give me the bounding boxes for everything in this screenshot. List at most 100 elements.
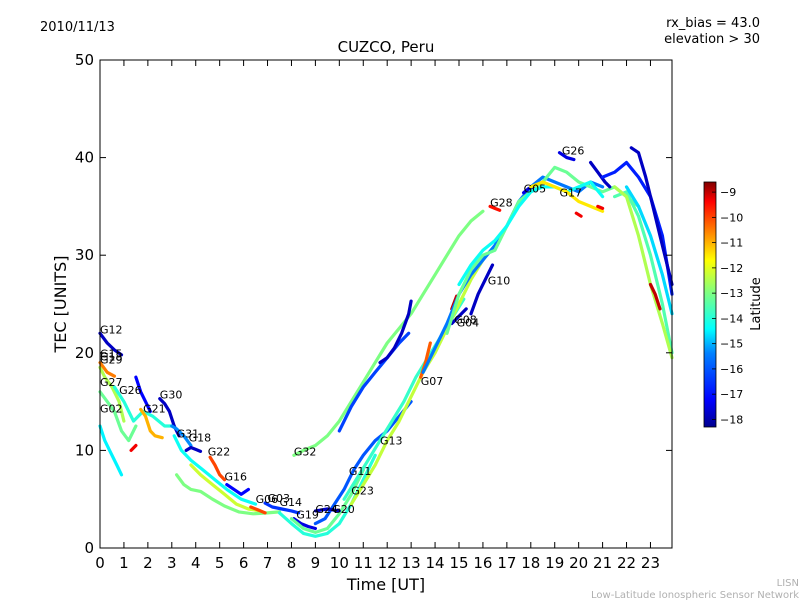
x-tick-label: 8	[287, 554, 297, 572]
tec-track-5	[98, 390, 138, 443]
y-tick-label: 20	[75, 344, 94, 362]
satellite-label-g32: G32	[294, 445, 317, 458]
satellite-label-g14: G14	[280, 496, 303, 509]
satellite-label-g17: G17	[560, 187, 583, 200]
x-tick-label: 23	[641, 554, 660, 572]
tec-track-13	[175, 473, 282, 516]
satellite-label-g02: G02	[100, 402, 123, 415]
x-tick-label: 19	[545, 554, 564, 572]
x-tick-label: 20	[569, 554, 588, 572]
tec-track-9	[134, 375, 152, 413]
colorbar-tick-label: −18	[720, 413, 743, 426]
tec-track-21	[277, 453, 377, 538]
x-tick-label: 9	[311, 554, 321, 572]
satellite-label-g26: G26	[562, 145, 585, 158]
x-tick-label: 2	[143, 554, 153, 572]
y-tick-label: 50	[75, 51, 94, 69]
tec-track-7	[139, 407, 164, 440]
x-tick-label: 18	[521, 554, 540, 572]
satellite-label-g13: G13	[380, 435, 403, 448]
tec-track-29	[349, 258, 485, 506]
tec-track-14	[172, 434, 258, 506]
satellite-label-g15: G15	[100, 348, 123, 361]
tec-track-11	[170, 424, 193, 448]
tec-track-41	[596, 204, 605, 210]
colorbar-tick-label: −10	[720, 211, 743, 224]
axis-ticks: 0 1 2 3 4 5 6 7 8 9 10 11 12 13 14 15 16 17 18 19 20 21 22 2301…	[75, 51, 672, 572]
colorbar-tick-label: −17	[720, 388, 743, 401]
satellite-label-g18: G18	[100, 351, 123, 364]
satellite-label-g11: G11	[349, 465, 372, 478]
tec-track-18	[249, 505, 267, 515]
colorbar-tick-label: −16	[720, 363, 743, 376]
tec-track-32	[450, 307, 468, 326]
series-layer	[98, 146, 674, 538]
x-tick-label: 16	[473, 554, 492, 572]
x-tick-label: 21	[593, 554, 612, 572]
tec-track-27	[378, 299, 413, 365]
satellite-label-g30: G30	[160, 389, 183, 402]
tec-track-17	[225, 483, 250, 496]
satellite-label-g05: G05	[524, 183, 547, 196]
y-tick-label: 30	[75, 246, 94, 264]
tec-track-49	[648, 282, 662, 311]
y-axis-label: TEC [UNITS]	[51, 256, 70, 354]
x-tick-label: 1	[119, 554, 129, 572]
plot-area-frame	[99, 59, 673, 549]
x-tick-label: 17	[497, 554, 516, 572]
colorbar-tick-label: −13	[720, 287, 743, 300]
satellite-label-g23: G23	[351, 484, 374, 497]
x-tick-label: 12	[378, 554, 397, 572]
satellite-label-g28: G28	[490, 196, 513, 209]
tec-track-42	[557, 151, 576, 162]
colorbar-tick-label: −9	[720, 186, 736, 199]
tec-track-47	[612, 185, 674, 360]
tec-track-39	[529, 180, 605, 213]
satellite-label-g19: G19	[296, 509, 319, 522]
credit-short: LISN	[777, 578, 799, 589]
satellite-label-g27: G27	[100, 376, 123, 389]
x-tick-label: 11	[354, 554, 373, 572]
tec-track-2	[98, 365, 126, 423]
tec-track-23	[313, 400, 413, 526]
colorbar-label: Latitude	[749, 277, 764, 331]
colorbar-tick-label: −11	[720, 237, 743, 250]
tec-track-3	[98, 361, 117, 378]
satellite-label-g10: G10	[488, 275, 511, 288]
tec-track-36	[457, 180, 605, 287]
satellite-label-g29: G29	[100, 354, 123, 367]
tec-track-25	[292, 209, 485, 457]
x-tick-label: 22	[617, 554, 636, 572]
x-tick-label: 7	[263, 554, 273, 572]
tec-track-26	[337, 331, 411, 433]
x-tick-label: 14	[426, 554, 445, 572]
tec-track-24	[313, 507, 341, 513]
tec-track-44	[600, 160, 674, 296]
colorbar-ticks: −9 −10 −11 −12 −13 −14 −15 −16 −17 −18	[712, 186, 743, 426]
y-tick-label: 0	[84, 539, 94, 557]
credit-full: Low-Latitude Ionospheric Sensor Network	[591, 590, 799, 600]
tec-track-12	[184, 445, 203, 453]
tec-track-48	[624, 185, 674, 316]
satellite-label-g22: G22	[208, 445, 231, 458]
y-tick-label: 40	[75, 149, 94, 167]
tec-track-15	[189, 463, 262, 513]
tec-track-8	[129, 443, 138, 452]
satellite-label-g31: G31	[177, 428, 200, 441]
x-tick-label: 13	[402, 554, 421, 572]
tec-track-33	[469, 263, 495, 316]
tec-track-45	[629, 146, 674, 287]
satellite-label-g07: G07	[421, 375, 444, 388]
tec-track-20	[292, 517, 317, 531]
colorbar-tick-label: −15	[720, 338, 743, 351]
x-tick-label: 6	[239, 554, 249, 572]
satellite-label-g26: G26	[119, 384, 142, 397]
x-tick-label: 10	[330, 554, 349, 572]
tec-track-34	[421, 175, 605, 374]
colorbar-tick-label: −14	[720, 312, 743, 325]
x-tick-label: 5	[215, 554, 225, 572]
chart-title: CUZCO, Peru	[338, 38, 435, 56]
rx-bias-label: rx_bias = 43.0	[666, 16, 760, 31]
